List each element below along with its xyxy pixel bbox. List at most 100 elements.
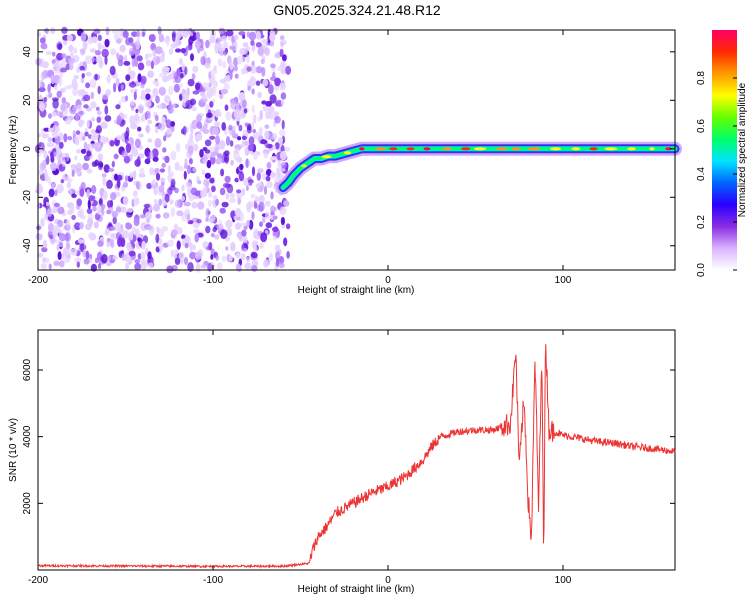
noise-speckle	[191, 73, 196, 81]
noise-speckle	[124, 95, 129, 102]
noise-speckle	[116, 191, 121, 198]
noise-speckle	[122, 30, 129, 39]
noise-speckle	[62, 247, 69, 257]
noise-speckle	[209, 135, 216, 140]
y-axis-label-top: Frequency (Hz)	[8, 116, 19, 185]
noise-speckle	[250, 252, 258, 259]
noise-speckle	[89, 48, 97, 53]
noise-speckle	[69, 105, 76, 115]
noise-speckle	[269, 94, 277, 104]
noise-speckle	[178, 165, 184, 172]
noise-speckle	[85, 55, 92, 64]
ridge-hotspot	[423, 147, 431, 151]
noise-speckle	[75, 113, 79, 122]
ridge-hotspot	[321, 155, 332, 159]
noise-speckle	[122, 181, 129, 188]
noise-speckle	[225, 219, 233, 229]
noise-speckle	[47, 137, 53, 143]
noise-speckle	[134, 159, 141, 167]
noise-speckle	[65, 176, 70, 182]
noise-speckle	[167, 165, 172, 175]
noise-speckle	[73, 74, 80, 80]
noise-speckle	[255, 80, 261, 86]
noise-speckle	[232, 125, 236, 131]
noise-speckle	[65, 219, 71, 230]
noise-speckle	[158, 185, 165, 193]
noise-speckle	[97, 263, 102, 270]
noise-speckle	[111, 160, 115, 168]
noise-speckle	[95, 50, 101, 56]
noise-speckle	[128, 250, 136, 257]
noise-speckle	[215, 198, 219, 206]
noise-speckle	[189, 242, 194, 250]
noise-speckle	[172, 103, 176, 110]
noise-speckle	[205, 112, 213, 118]
noise-speckle	[141, 31, 146, 37]
noise-speckle	[53, 260, 60, 267]
noise-speckle	[63, 133, 68, 143]
colorbar-tick-label: 0.4	[696, 167, 707, 181]
noise-speckle	[209, 101, 214, 108]
noise-speckle	[60, 179, 64, 184]
noise-speckle	[137, 237, 141, 243]
noise-speckle	[199, 149, 204, 158]
noise-speckle	[154, 167, 160, 174]
noise-speckle	[54, 189, 58, 197]
noise-speckle	[80, 215, 86, 220]
noise-speckle	[123, 155, 131, 164]
noise-speckle	[81, 73, 85, 79]
noise-speckle	[259, 110, 263, 120]
noise-speckle	[50, 151, 54, 159]
noise-speckle	[132, 44, 136, 51]
noise-speckle	[77, 210, 83, 218]
snr-frame	[37, 329, 676, 571]
noise-speckle	[137, 253, 142, 260]
noise-speckle	[38, 87, 46, 93]
noise-speckle	[136, 55, 143, 62]
noise-speckle	[60, 103, 66, 112]
noise-speckle	[153, 199, 158, 205]
noise-speckle	[139, 32, 143, 37]
noise-speckle	[139, 214, 146, 219]
noise-speckle	[110, 233, 116, 239]
noise-speckle	[219, 187, 226, 196]
noise-speckle	[253, 114, 257, 124]
noise-speckle	[158, 198, 163, 206]
noise-speckle	[96, 206, 101, 215]
noise-speckle	[113, 153, 119, 160]
noise-speckle	[65, 63, 71, 71]
noise-speckle	[80, 32, 87, 42]
noise-speckle	[268, 84, 274, 95]
noise-speckle	[66, 34, 73, 42]
noise-speckle	[76, 149, 82, 154]
noise-speckle	[61, 87, 66, 93]
noise-speckle	[236, 189, 242, 194]
noise-speckle	[200, 189, 208, 198]
noise-speckle	[158, 86, 166, 96]
ridge-hotspot	[496, 147, 508, 151]
noise-speckle	[69, 204, 75, 214]
noise-speckle	[82, 40, 88, 50]
noise-speckle	[87, 213, 94, 221]
noise-speckle	[229, 45, 236, 50]
noise-speckle	[72, 47, 78, 54]
noise-speckle	[138, 173, 146, 178]
noise-speckle	[173, 223, 178, 230]
noise-speckle	[248, 136, 255, 146]
noise-speckle	[162, 67, 170, 72]
noise-speckle	[87, 36, 94, 45]
noise-speckle	[179, 73, 184, 79]
noise-speckle	[87, 222, 91, 229]
noise-speckle	[238, 171, 245, 182]
noise-speckle	[112, 216, 117, 225]
noise-speckle	[108, 168, 115, 172]
noise-speckle	[56, 244, 60, 251]
noise-speckle	[95, 106, 100, 111]
noise-speckle	[119, 44, 126, 53]
noise-speckle	[209, 177, 215, 184]
noise-speckle	[205, 217, 209, 222]
noise-speckle	[250, 65, 257, 74]
noise-speckle	[200, 97, 208, 103]
noise-speckle	[58, 141, 64, 149]
x-axis-label-bottom: Height of straight line (km)	[298, 584, 415, 595]
